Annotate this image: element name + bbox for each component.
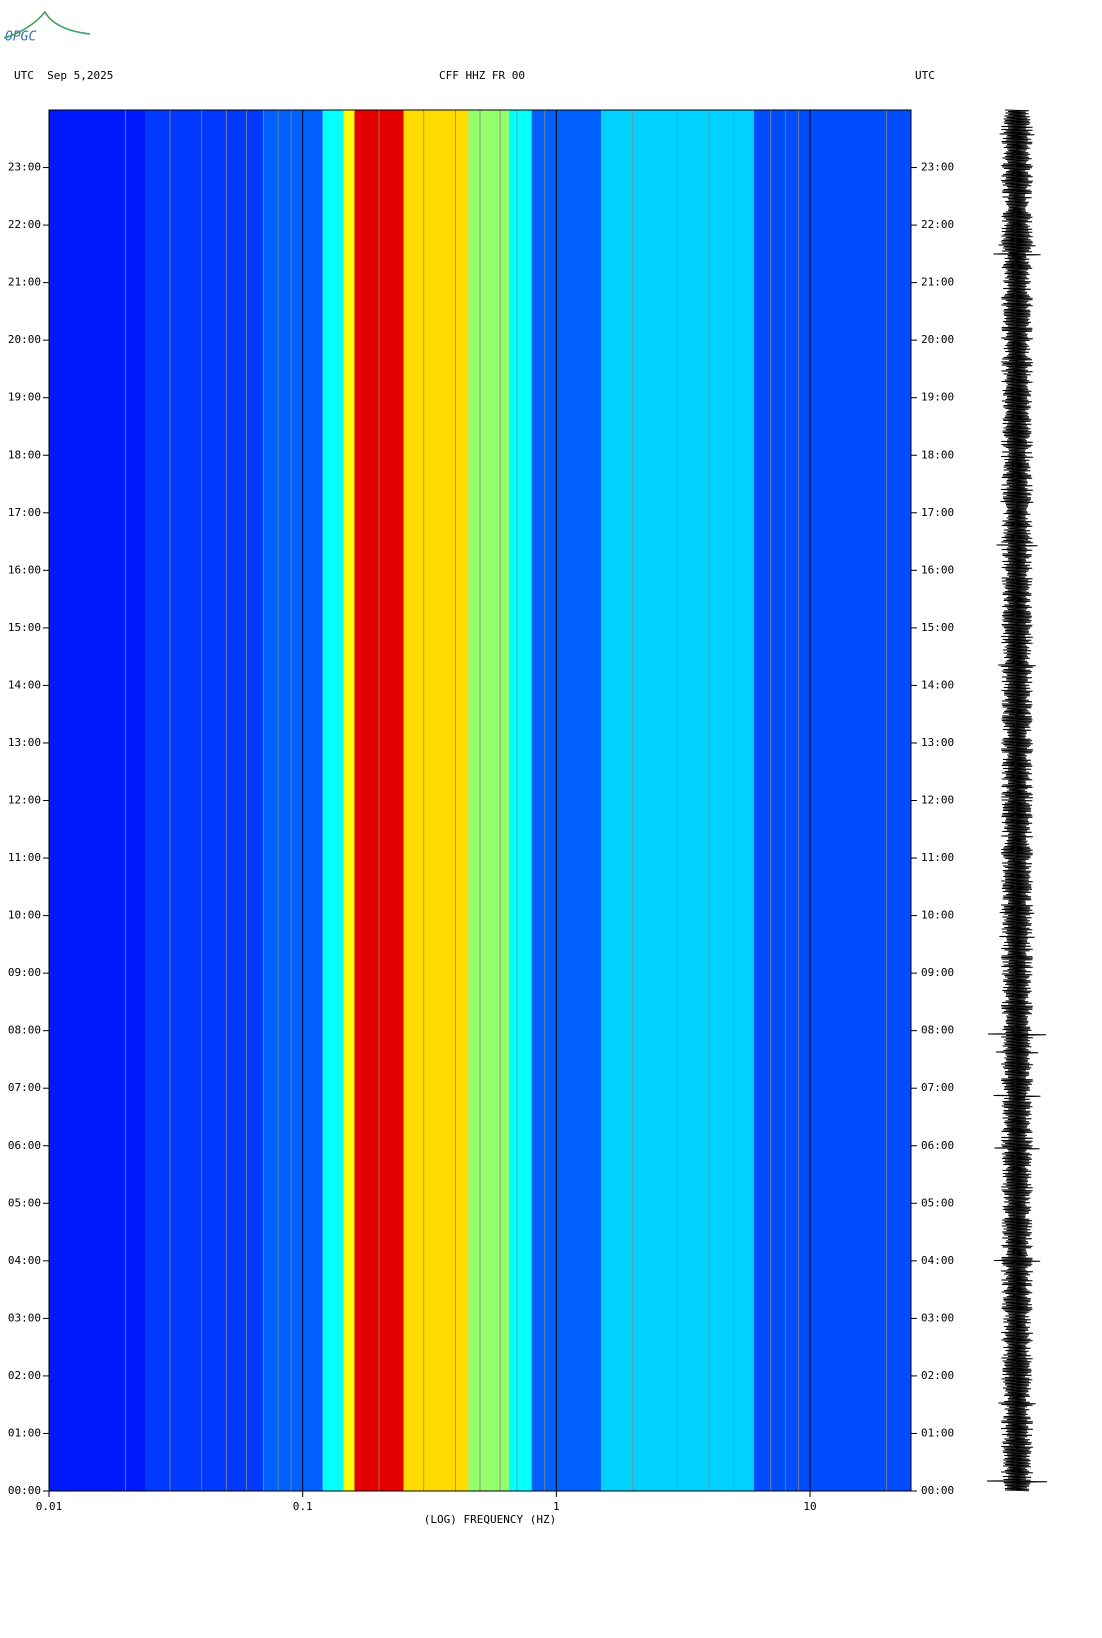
y-tick-label: 12:00 (8, 794, 41, 807)
y-tick-label: 18:00 (8, 448, 41, 461)
y-tick-label: 01:00 (921, 1426, 954, 1439)
y-tick-label: 06:00 (8, 1139, 41, 1152)
y-tick-label: 00:00 (8, 1484, 41, 1497)
logo-mark (3, 10, 91, 39)
x-tick-label: 0.01 (36, 1500, 63, 1513)
spectrogram-band (322, 110, 344, 1491)
y-tick-label: 02:00 (8, 1369, 41, 1382)
y-tick-label: 23:00 (8, 161, 41, 174)
spectrogram-band (343, 110, 355, 1491)
y-tick-label: 01:00 (8, 1426, 41, 1439)
y-tick-label: 04:00 (921, 1254, 954, 1267)
y-tick-label: 17:00 (8, 506, 41, 519)
y-tick-label: 15:00 (921, 621, 954, 634)
y-tick-label: 20:00 (921, 333, 954, 346)
y-tick-label: 18:00 (921, 448, 954, 461)
date-label: UTC Sep 5,2025 (14, 69, 113, 82)
spectrogram-band (403, 110, 469, 1491)
y-tick-label: 10:00 (8, 909, 41, 922)
y-tick-label: 19:00 (8, 391, 41, 404)
y-tick-label: 16:00 (8, 563, 41, 576)
y-tick-label: 19:00 (921, 391, 954, 404)
y-tick-label: 22:00 (8, 218, 41, 231)
y-tick-label: 03:00 (921, 1311, 954, 1324)
logo: OPGC (5, 30, 36, 45)
spectrogram-band (468, 110, 509, 1491)
y-tick-label: 05:00 (921, 1196, 954, 1209)
y-tick-label: 08:00 (8, 1024, 41, 1037)
seismogram-trace (986, 109, 1048, 1492)
spectrogram-band (753, 110, 911, 1491)
spectrogram-band (145, 110, 264, 1491)
y-tick-label: 14:00 (8, 678, 41, 691)
y-tick-label: 09:00 (8, 966, 41, 979)
x-tick-label: 0.1 (293, 1500, 313, 1513)
y-tick-label: 21:00 (921, 276, 954, 289)
y-tick-label: 13:00 (921, 736, 954, 749)
spectrogram-band (531, 110, 602, 1491)
x-tick-label: 1 (553, 1500, 560, 1513)
y-tick-label: 03:00 (8, 1311, 41, 1324)
x-axis-label: (LOG) FREQUENCY (HZ) (424, 1513, 556, 1526)
spectrogram-band (508, 110, 532, 1491)
y-tick-label: 14:00 (921, 678, 954, 691)
y-tick-label: 07:00 (921, 1081, 954, 1094)
y-tick-label: 10:00 (921, 909, 954, 922)
y-tick-label: 12:00 (921, 794, 954, 807)
spectrogram-band (263, 110, 323, 1491)
y-tick-label: 08:00 (921, 1024, 954, 1037)
y-tick-label: 11:00 (921, 851, 954, 864)
y-tick-label: 02:00 (921, 1369, 954, 1382)
x-tick-label: 10 (803, 1500, 816, 1513)
chart-title: CFF HHZ FR 00 (439, 69, 525, 82)
y-tick-label: 15:00 (8, 621, 41, 634)
y-tick-label: 20:00 (8, 333, 41, 346)
y-tick-label: 16:00 (921, 563, 954, 576)
y-tick-label: 05:00 (8, 1196, 41, 1209)
right-label: UTC (915, 69, 935, 82)
y-tick-label: 07:00 (8, 1081, 41, 1094)
y-tick-label: 11:00 (8, 851, 41, 864)
y-tick-label: 21:00 (8, 276, 41, 289)
y-tick-label: 09:00 (921, 966, 954, 979)
y-tick-label: 17:00 (921, 506, 954, 519)
y-tick-label: 23:00 (921, 161, 954, 174)
y-tick-label: 22:00 (921, 218, 954, 231)
y-tick-label: 13:00 (8, 736, 41, 749)
y-tick-label: 04:00 (8, 1254, 41, 1267)
y-tick-label: 00:00 (921, 1484, 954, 1497)
spectrogram-band (49, 110, 146, 1491)
y-tick-label: 06:00 (921, 1139, 954, 1152)
